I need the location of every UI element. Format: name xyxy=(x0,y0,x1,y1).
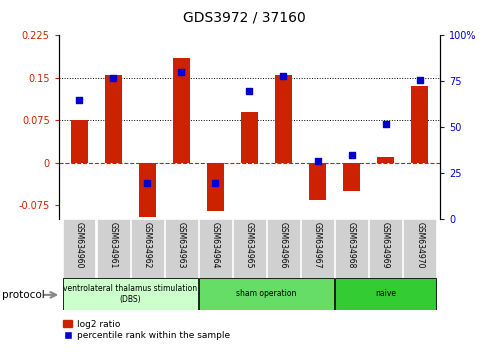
Bar xyxy=(62,278,197,310)
Text: GDS3972 / 37160: GDS3972 / 37160 xyxy=(183,11,305,25)
Text: GSM634961: GSM634961 xyxy=(108,222,118,269)
Point xyxy=(381,121,389,127)
Bar xyxy=(139,163,155,217)
Point xyxy=(211,180,219,185)
Bar xyxy=(97,219,129,278)
Bar xyxy=(164,219,197,278)
Text: GSM634966: GSM634966 xyxy=(278,222,287,269)
Bar xyxy=(334,278,435,310)
Text: GSM634964: GSM634964 xyxy=(210,222,220,269)
Point xyxy=(75,97,83,103)
Bar xyxy=(233,219,265,278)
Bar xyxy=(308,163,325,200)
Text: GSM634960: GSM634960 xyxy=(75,222,83,269)
Bar xyxy=(62,219,95,278)
Text: GSM634968: GSM634968 xyxy=(346,222,355,269)
Bar xyxy=(241,112,257,163)
Bar xyxy=(199,219,231,278)
Bar xyxy=(376,157,393,163)
Bar xyxy=(343,163,359,191)
Point xyxy=(109,75,117,81)
Text: GSM634965: GSM634965 xyxy=(244,222,253,269)
Legend: log2 ratio, percentile rank within the sample: log2 ratio, percentile rank within the s… xyxy=(63,320,229,340)
Bar xyxy=(403,219,435,278)
Bar xyxy=(172,58,189,163)
Text: sham operation: sham operation xyxy=(236,289,296,298)
Point xyxy=(313,158,321,164)
Bar xyxy=(274,75,291,163)
Bar xyxy=(334,219,367,278)
Bar xyxy=(104,75,122,163)
Text: GSM634970: GSM634970 xyxy=(414,222,423,269)
Point xyxy=(143,180,151,185)
Bar xyxy=(301,219,333,278)
Text: protocol: protocol xyxy=(2,290,45,299)
Point xyxy=(245,88,253,93)
Text: GSM634963: GSM634963 xyxy=(177,222,185,269)
Text: ventrolateral thalamus stimulation
(DBS): ventrolateral thalamus stimulation (DBS) xyxy=(63,284,197,303)
Text: naive: naive xyxy=(374,289,395,298)
Point xyxy=(347,152,355,158)
Bar xyxy=(368,219,401,278)
Text: GSM634962: GSM634962 xyxy=(142,222,151,269)
Point xyxy=(415,77,423,82)
Point xyxy=(177,69,185,75)
Bar xyxy=(199,278,333,310)
Point xyxy=(279,73,287,79)
Bar xyxy=(206,163,224,211)
Bar xyxy=(410,86,427,163)
Text: GSM634969: GSM634969 xyxy=(380,222,389,269)
Text: GSM634967: GSM634967 xyxy=(312,222,321,269)
Bar xyxy=(131,219,163,278)
Bar xyxy=(266,219,299,278)
Bar xyxy=(70,120,87,163)
